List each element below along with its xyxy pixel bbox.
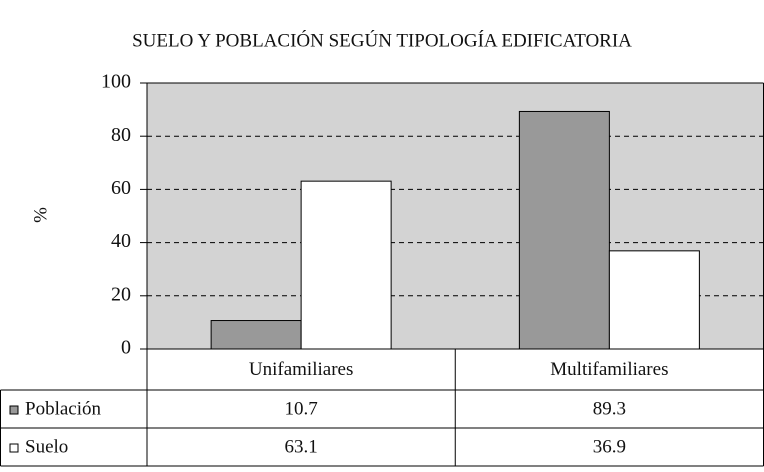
y-tick-label: 80 (111, 124, 131, 146)
bar (210, 320, 302, 350)
legend-swatch (9, 443, 19, 453)
x-tick-label: Unifamiliares (249, 359, 353, 380)
chart-title: SUELO Y POBLACIÓN SEGÚN TIPOLOGÍA EDIFIC… (132, 29, 632, 51)
bar (608, 250, 700, 350)
data-label: 36.9 (593, 436, 626, 457)
y-tick-label: 60 (111, 177, 131, 199)
y-tick-label: 0 (121, 337, 131, 359)
legend-label: Población (25, 398, 101, 419)
data-label: 10.7 (285, 398, 318, 419)
data-label: 63.1 (285, 436, 318, 457)
y-axis-label: % (30, 207, 51, 223)
y-tick-label: 20 (111, 283, 131, 305)
y-tick-label: 40 (111, 230, 131, 252)
legend-label: Suelo (25, 436, 68, 457)
x-tick-label: Multifamiliares (550, 359, 668, 380)
y-tick-label: 100 (101, 71, 131, 93)
bar (300, 180, 392, 350)
legend-swatch (9, 405, 19, 415)
bar (518, 110, 610, 350)
data-label: 89.3 (593, 398, 626, 419)
